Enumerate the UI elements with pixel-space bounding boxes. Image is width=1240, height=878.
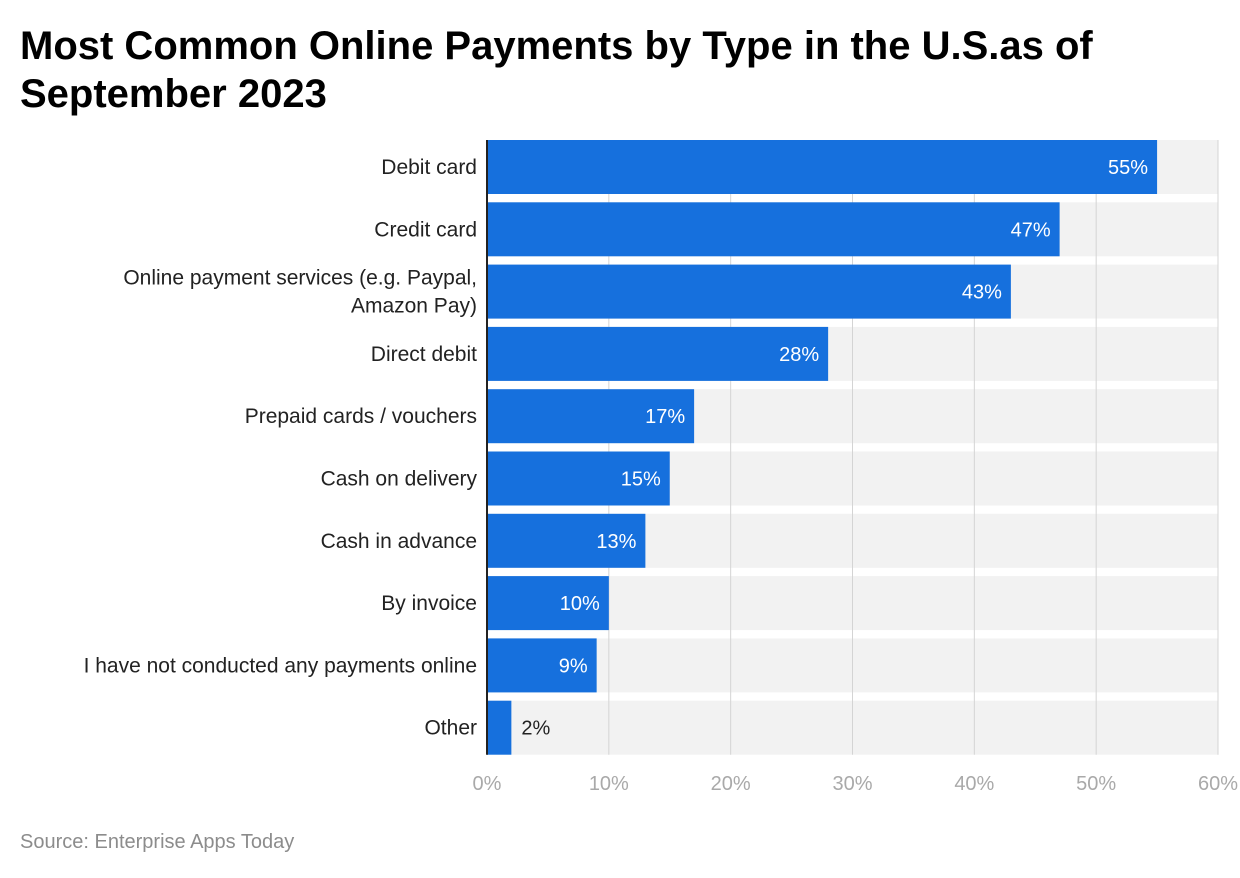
category-label-line: Prepaid cards / vouchers <box>245 405 477 428</box>
bar <box>487 638 597 693</box>
x-tick-label: 40% <box>954 773 994 795</box>
value-label: 28% <box>779 344 819 366</box>
category-label-line: I have not conducted any payments online <box>84 654 477 677</box>
value-label: 13% <box>596 531 636 553</box>
category-labels: Debit card Credit card Online payment serv… <box>84 156 478 740</box>
category-label-line: Other <box>424 717 477 740</box>
category-label-line: By invoice <box>381 592 477 615</box>
category-label: By invoice <box>381 592 477 615</box>
x-tick-label: 20% <box>711 773 751 795</box>
value-labels: 55% 47% 43% 28% 17% 15% 13% 10% 9% 2% <box>521 157 1148 740</box>
value-label: 17% <box>645 406 685 428</box>
category-label-line: Amazon Pay) <box>351 295 477 318</box>
category-label-line: Cash in advance <box>321 530 477 553</box>
chart-title: Most Common Online Payments by Type in t… <box>20 24 1093 116</box>
bar <box>487 451 670 506</box>
category-label: Online payment services (e.g. Paypal, Ama… <box>123 267 477 318</box>
category-label: Direct debit <box>371 343 477 366</box>
value-label: 55% <box>1108 157 1148 179</box>
value-label: 15% <box>621 469 661 491</box>
x-tick-label: 50% <box>1076 773 1116 795</box>
category-label: I have not conducted any payments online <box>84 654 477 677</box>
category-label-line: Debit card <box>381 156 477 179</box>
category-label: Cash in advance <box>321 530 477 553</box>
bars <box>487 140 1158 755</box>
x-tick-label: 30% <box>832 773 872 795</box>
bar <box>487 513 646 568</box>
category-label-line: Direct debit <box>371 343 477 366</box>
value-label: 9% <box>559 655 588 677</box>
category-label: Cash on delivery <box>321 468 478 491</box>
value-label: 47% <box>1011 219 1051 241</box>
bar <box>487 140 1158 194</box>
category-label-line: Credit card <box>374 218 477 241</box>
category-label-line: Cash on delivery <box>321 468 478 491</box>
value-label: 10% <box>560 593 600 615</box>
bar <box>487 326 829 381</box>
bar <box>487 202 1060 257</box>
value-label: 43% <box>962 282 1002 304</box>
category-label: Debit card <box>381 156 477 179</box>
bar <box>487 576 609 631</box>
category-label: Prepaid cards / vouchers <box>245 405 477 428</box>
x-axis-ticks: 0% 10% 20% 30% 40% 50% 60% <box>473 773 1239 795</box>
x-tick-label: 10% <box>589 773 629 795</box>
value-label: 2% <box>521 718 550 740</box>
bar <box>487 700 512 755</box>
category-label: Credit card <box>374 218 477 241</box>
category-label-line: Online payment services (e.g. Paypal, <box>123 267 477 290</box>
source-note: Source: Enterprise Apps Today <box>20 831 295 853</box>
category-label: Other <box>424 717 477 740</box>
bar <box>487 264 1011 319</box>
x-tick-label: 0% <box>473 773 502 795</box>
bar <box>487 389 695 444</box>
x-tick-label: 60% <box>1198 773 1238 795</box>
